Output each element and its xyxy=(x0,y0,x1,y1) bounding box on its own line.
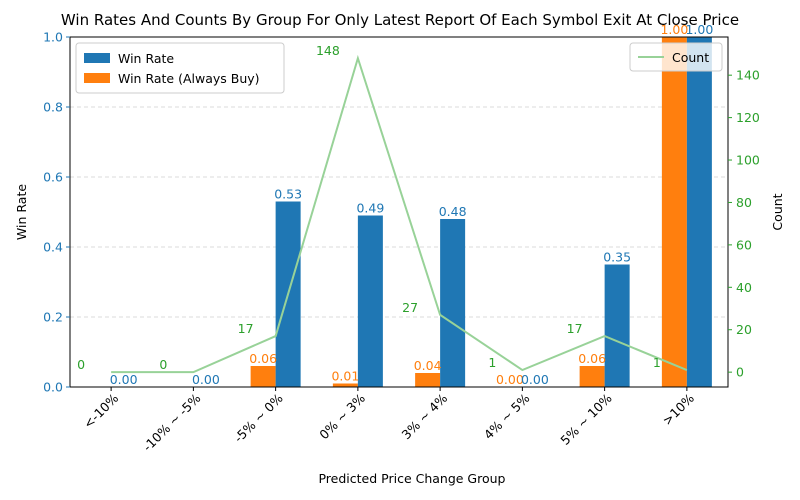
bar-label-win-rate: 0.00 xyxy=(110,372,138,387)
right-tick-label: 40 xyxy=(736,280,752,295)
count-series: 0 0 17 148 27 1 17 1 xyxy=(77,43,688,374)
x-tick-label: -10% ~ -5% xyxy=(140,390,204,454)
x-axis: <-10% -10% ~ -5% -5% ~ 0% 0% ~ 3% 3% ~ 4% 4% … xyxy=(80,387,697,454)
y2-axis-label: Count xyxy=(770,193,785,230)
bar-label-always-buy: 0.00 xyxy=(496,372,524,387)
count-point-label: 148 xyxy=(316,43,340,58)
x-tick-label: 3% ~ 4% xyxy=(399,390,451,442)
right-tick-label: 20 xyxy=(736,322,752,337)
y-axis-label: Win Rate xyxy=(14,184,29,240)
count-point-label: 0 xyxy=(159,357,167,372)
bar-always-buy xyxy=(579,366,605,387)
left-tick-label: 1.0 xyxy=(43,30,63,45)
bar-label-win-rate: 0.49 xyxy=(356,201,384,216)
bar-label-always-buy: 0.06 xyxy=(578,351,606,366)
right-tick-label: 100 xyxy=(736,153,760,168)
bar-win-rate xyxy=(604,264,630,387)
bar-label-win-rate: 0.00 xyxy=(192,372,220,387)
count-point-label: 1 xyxy=(488,355,496,370)
x-tick-label: 5% ~ 10% xyxy=(557,390,614,447)
bar-label-always-buy: 0.06 xyxy=(249,351,277,366)
left-tick-label: 0.0 xyxy=(43,380,63,395)
legend-swatch-always-buy xyxy=(84,73,110,83)
bar-labels: 0.00 0.000.060.530.010.490.040.480.000.00… xyxy=(110,22,714,387)
bar-label-always-buy: 1.00 xyxy=(660,22,688,37)
x-tick-label: -5% ~ 0% xyxy=(231,390,286,445)
bar-always-buy xyxy=(661,37,687,387)
left-axis: 0.0 0.2 0.4 0.6 0.8 1.0 xyxy=(43,30,70,395)
bar-label-win-rate: 0.00 xyxy=(521,372,549,387)
bar-always-buy xyxy=(332,383,358,387)
legend-label-win-rate: Win Rate xyxy=(118,51,174,66)
bar-label-win-rate: 0.48 xyxy=(439,204,467,219)
right-tick-label: 120 xyxy=(736,110,760,125)
left-tick-label: 0.2 xyxy=(43,310,63,325)
count-point-label: 0 xyxy=(77,357,85,372)
bar-win-rate xyxy=(357,215,383,387)
count-point-label: 27 xyxy=(402,300,418,315)
bar-label-always-buy: 0.01 xyxy=(331,369,359,384)
bar-always-buy xyxy=(415,373,441,387)
bar-label-win-rate: 0.35 xyxy=(603,250,631,265)
right-tick-label: 80 xyxy=(736,195,752,210)
bars xyxy=(250,37,712,387)
x-tick-label: 4% ~ 5% xyxy=(481,390,533,442)
bar-label-win-rate: 1.00 xyxy=(685,22,713,37)
legend-right: Count xyxy=(629,42,723,72)
legend-swatch-win-rate xyxy=(84,53,110,63)
right-tick-label: 0 xyxy=(736,365,744,380)
count-line xyxy=(111,54,688,374)
bar-win-rate xyxy=(440,219,466,387)
plot-frame xyxy=(69,36,729,388)
left-tick-label: 0.6 xyxy=(43,170,63,185)
bar-win-rate xyxy=(686,37,712,387)
legend-box xyxy=(629,42,723,72)
legend-label-always-buy: Win Rate (Always Buy) xyxy=(118,71,260,86)
count-point-label: 17 xyxy=(238,321,254,336)
bar-label-win-rate: 0.53 xyxy=(274,187,302,202)
x-tick-label: 0% ~ 3% xyxy=(316,390,368,442)
x-axis-label: Predicted Price Change Group xyxy=(318,471,505,486)
right-tick-label: 60 xyxy=(736,237,752,252)
x-tick-label: >10% xyxy=(659,390,697,428)
legend-box xyxy=(75,42,285,94)
chart-title: Win Rates And Counts By Group For Only L… xyxy=(61,11,739,29)
legend-label-count: Count xyxy=(672,50,709,65)
left-tick-label: 0.4 xyxy=(43,240,63,255)
count-point-label: 1 xyxy=(653,355,661,370)
left-tick-label: 0.8 xyxy=(43,100,63,115)
bar-always-buy xyxy=(250,366,276,387)
bar-label-always-buy: 0.04 xyxy=(414,358,442,373)
legend-left: Win Rate Win Rate (Always Buy) xyxy=(75,42,285,94)
count-point-label: 17 xyxy=(567,321,583,336)
right-tick-label: 140 xyxy=(736,68,760,83)
right-axis: 0 20 40 60 80 100 120 140 xyxy=(728,68,760,380)
x-tick-label: <-10% xyxy=(80,390,121,431)
